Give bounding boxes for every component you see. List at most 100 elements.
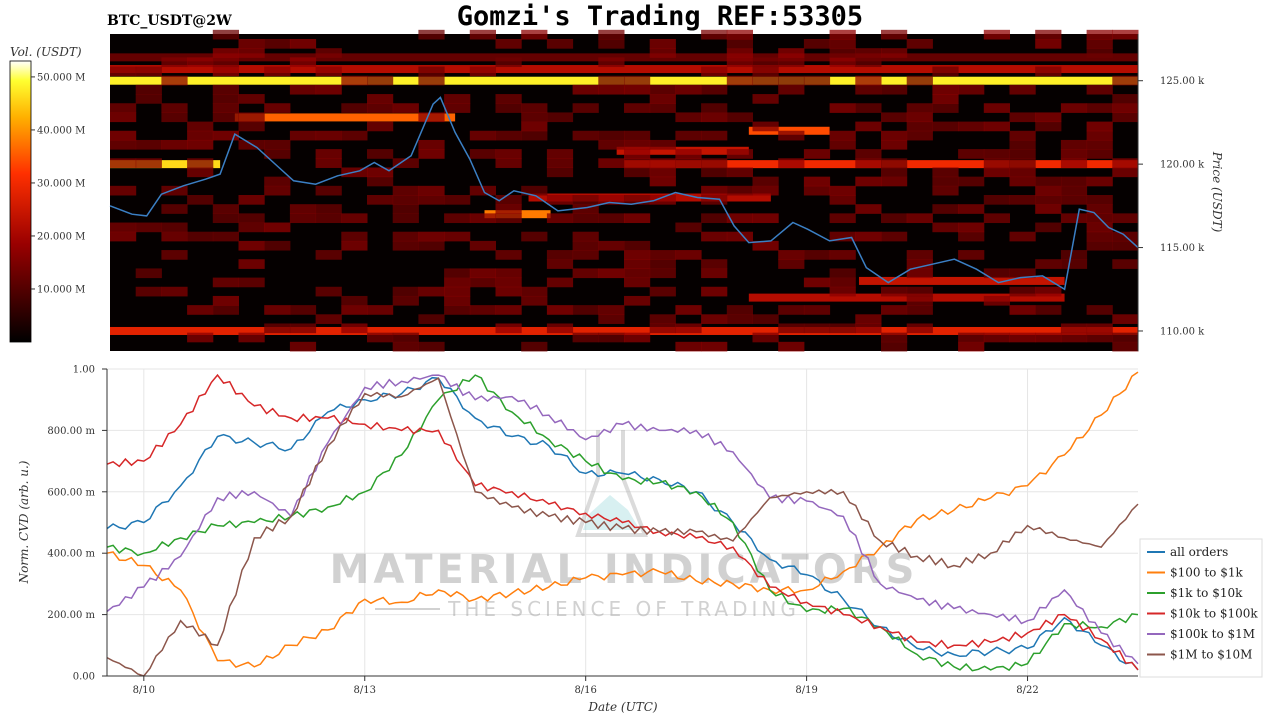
heat-cell: [238, 222, 265, 233]
heat-cell: [367, 121, 394, 132]
heat-cell: [187, 332, 214, 343]
heat-cell: [212, 204, 239, 214]
heat-cell: [752, 213, 779, 224]
heat-cell: [495, 268, 522, 279]
heat-cell: [546, 213, 574, 224]
heat-cell: [264, 240, 291, 251]
heat-cell: [855, 121, 882, 132]
heat-cell: [649, 103, 676, 113]
heat-cell: [649, 286, 676, 297]
legend: all orders $100 to $1k $1k to $10k $10k to …: [1139, 538, 1263, 678]
heat-cell: [572, 250, 599, 260]
heat-cell: [983, 295, 1010, 306]
heat-cell: [829, 57, 856, 68]
colorbar-label: Vol. (USDT): [10, 45, 82, 59]
heat-cell: [1009, 84, 1036, 95]
heat-cell: [1035, 259, 1062, 269]
heat-cell: [212, 29, 239, 40]
heat-cell: [289, 305, 317, 315]
heat-cell: [752, 121, 779, 132]
heat-cell: [212, 66, 239, 77]
heat-cell: [495, 286, 522, 297]
heat-cell: [161, 103, 188, 113]
heat-cell: [1060, 185, 1088, 196]
heat-cell: [624, 332, 651, 343]
heat-cell: [315, 250, 342, 260]
heat-cell: [958, 231, 985, 242]
heat-cell: [546, 112, 574, 123]
heat-cell: [1086, 231, 1113, 242]
heat-cell: [726, 29, 753, 40]
heat-cell: [906, 103, 933, 113]
heat-cell: [135, 66, 162, 77]
heat-cell: [521, 295, 548, 306]
heat-cell: [135, 139, 162, 150]
heat-cell: [546, 277, 574, 288]
heat-cell: [881, 231, 908, 242]
heat-cell: [855, 323, 882, 334]
legend-entry: $1M to $10M: [1170, 648, 1252, 662]
heat-cell: [315, 204, 342, 214]
heat-cell: [726, 112, 753, 123]
series-line: [106, 374, 1139, 672]
heat-cell: [341, 103, 368, 113]
heat-cell: [1035, 121, 1062, 132]
heat-cell: [1035, 185, 1062, 196]
heat-cell: [264, 176, 291, 187]
heat-cell: [289, 84, 317, 95]
heat-cell: [1060, 259, 1088, 269]
heat-cell: [1009, 305, 1036, 315]
heat-cell: [264, 103, 291, 113]
heat-cell: [212, 48, 239, 58]
heat-cell: [958, 341, 985, 352]
heat-cell: [572, 332, 599, 343]
heat-cell: [187, 158, 214, 168]
heat-cell: [367, 149, 394, 159]
heat-cell: [495, 149, 522, 159]
watermark-tagline: THE SCIENCE OF TRADING: [447, 597, 800, 621]
heat-cell: [881, 48, 908, 58]
heat-cell: [778, 158, 805, 168]
symbol-label: BTC_USDT@2W: [107, 13, 232, 29]
heat-cell: [906, 112, 933, 123]
heat-cell: [624, 268, 651, 279]
heat-cell: [726, 48, 753, 58]
legend-entry: $100k to $1M: [1170, 627, 1255, 641]
heat-cell: [675, 222, 702, 233]
heat-cell: [521, 286, 548, 297]
heat-cell: [495, 250, 522, 260]
heat-cell: [392, 213, 419, 224]
heat-cell: [752, 94, 779, 104]
heat-cell: [1035, 29, 1062, 40]
heat-cell: [598, 213, 625, 224]
heat-cell: [803, 305, 831, 315]
heat-cell: [598, 130, 625, 141]
heat-cell: [1035, 176, 1062, 187]
heat-cell: [469, 240, 496, 251]
heat-cell: [367, 75, 394, 86]
heat-cell: [418, 286, 445, 297]
heat-cell: [932, 185, 959, 196]
heat-band: [110, 65, 1138, 74]
heat-cell: [161, 231, 188, 242]
heat-cell: [701, 185, 728, 196]
heat-cell: [726, 185, 753, 196]
heat-cell: [958, 204, 985, 214]
heat-cell: [135, 94, 162, 104]
heat-cell: [444, 305, 471, 315]
heat-cell: [212, 84, 239, 95]
heat-cell: [110, 139, 137, 150]
heat-cell: [469, 305, 496, 315]
heat-cell: [572, 305, 599, 315]
heat-cell: [418, 185, 445, 196]
heat-cell: [855, 149, 882, 159]
heat-cell: [1112, 29, 1139, 40]
heat-cell: [726, 57, 753, 68]
heat-cell: [289, 204, 317, 214]
price-axis-label: Price (USDT): [1210, 151, 1224, 233]
heat-cell: [315, 66, 342, 77]
heat-cell: [778, 259, 805, 269]
heat-cell: [341, 240, 368, 251]
heatmap-panel: 110.00 k 115.00 k 120.00 k 125.00 k Price (…: [109, 29, 1224, 352]
